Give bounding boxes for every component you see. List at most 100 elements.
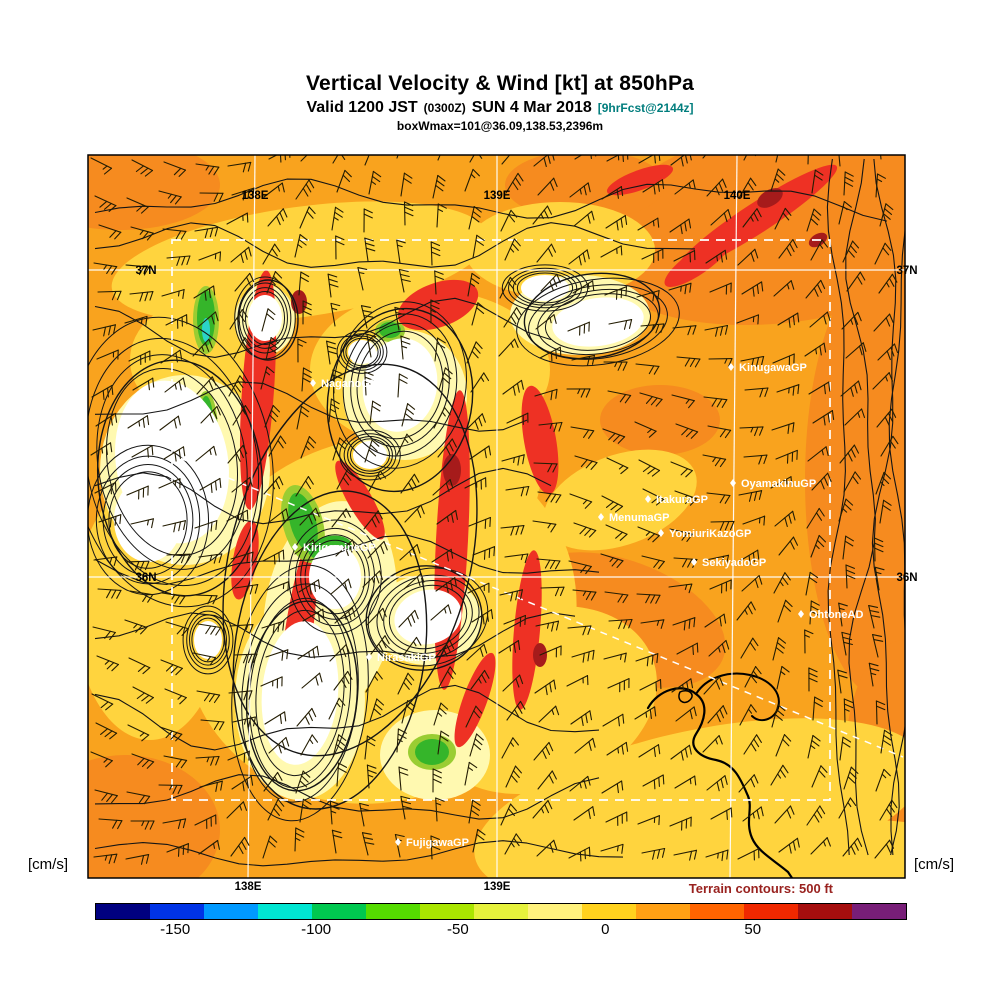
velocity-shading-region bbox=[521, 275, 569, 301]
colorbar-segment bbox=[150, 904, 204, 919]
station-diamond-icon bbox=[395, 838, 401, 846]
station-label: SekiyadoGP bbox=[702, 557, 766, 569]
colorbar-segment bbox=[528, 904, 582, 919]
colorbar-tick-label: -50 bbox=[447, 921, 469, 938]
colorbar-segment bbox=[690, 904, 744, 919]
colorbar-segment bbox=[582, 904, 636, 919]
velocity-shading-region bbox=[552, 297, 644, 347]
chart-title: Vertical Velocity & Wind [kt] at 850hPa bbox=[305, 72, 695, 95]
terrain-contour-line bbox=[94, 534, 600, 585]
terrain-contour-loop bbox=[232, 490, 428, 810]
station-diamond-icon bbox=[292, 543, 298, 551]
wmax-annotation: boxWmax=101@36.09,138.53,2396m bbox=[396, 119, 604, 133]
station-diamond-icon bbox=[598, 513, 604, 521]
velocity-shading-region bbox=[750, 820, 905, 878]
terrain-contour-ring bbox=[516, 277, 680, 367]
colorbar-segment bbox=[636, 904, 690, 919]
terrain-contour-ring bbox=[367, 567, 489, 667]
colorbar-segment bbox=[744, 904, 798, 919]
velocity-shading-region bbox=[88, 755, 220, 878]
terrain-contour-ring bbox=[544, 293, 652, 351]
terrain-contour-line bbox=[94, 774, 600, 820]
terrain-contour-line bbox=[94, 467, 552, 525]
terrain-contour-ring bbox=[102, 464, 194, 576]
lon-label-top: 140E bbox=[724, 190, 751, 202]
station-label: OhtoneAD bbox=[809, 609, 863, 621]
colorbar-segment bbox=[204, 904, 258, 919]
colorbar-segment bbox=[312, 904, 366, 919]
terrain-contour-ring bbox=[345, 337, 379, 367]
map-frame bbox=[87, 154, 906, 879]
colorbar-segment bbox=[798, 904, 852, 919]
terrain-contour-ring bbox=[244, 291, 286, 345]
terrain-contour-line bbox=[94, 178, 888, 222]
terrain-contour-ring bbox=[336, 330, 388, 374]
velocity-shading-region bbox=[415, 739, 449, 765]
valid-date-label: SUN 4 Mar 2018 bbox=[471, 99, 592, 116]
station-diamond-icon bbox=[798, 610, 804, 618]
terrain-contour-line bbox=[94, 684, 600, 751]
domain-dashed-line bbox=[179, 457, 904, 758]
station-label: KinugawaGP bbox=[739, 362, 807, 374]
longitude-grid-line bbox=[729, 155, 738, 878]
velocity-shading-region bbox=[664, 237, 732, 287]
terrain-contour-ring bbox=[231, 564, 369, 822]
colorbar-segment bbox=[420, 904, 474, 919]
terrain-contour-ring bbox=[347, 436, 393, 474]
station-label: FujigawaGP bbox=[406, 837, 469, 849]
colorbar-segment bbox=[474, 904, 528, 919]
lon-label-bottom: 138E bbox=[235, 881, 262, 893]
terrain-contour-ring bbox=[537, 289, 659, 355]
lon-label-top: 139E bbox=[484, 190, 511, 202]
valid-time-label: Valid 1200 JST bbox=[306, 99, 418, 116]
terrain-contour-ring bbox=[343, 335, 381, 369]
coastline bbox=[695, 672, 780, 722]
wind-barb-field bbox=[90, 155, 899, 865]
terrain-contour-ring bbox=[186, 610, 230, 670]
map-content bbox=[88, 155, 905, 878]
terrain-contour-ring bbox=[333, 301, 467, 469]
velocity-shading-region bbox=[454, 652, 496, 748]
terrain-contour-ring bbox=[516, 272, 574, 304]
units-label-left: [cm/s] bbox=[28, 856, 68, 873]
lat-label-right: 36N bbox=[896, 572, 917, 584]
terrain-contour-loop bbox=[222, 363, 478, 757]
terrain-contour-loop bbox=[96, 359, 264, 597]
colorbar-segment bbox=[852, 904, 906, 919]
terrain-contour-line bbox=[871, 158, 900, 856]
colorbar bbox=[95, 903, 907, 920]
velocity-shading-region bbox=[353, 441, 387, 469]
terrain-contour-line bbox=[826, 158, 850, 856]
terrain-contour-line bbox=[94, 297, 552, 358]
title-block: Vertical Velocity & Wind [kt] at 850hPa … bbox=[0, 72, 1000, 133]
colorbar-tick-label: -100 bbox=[301, 921, 332, 938]
terrain-contour-ring bbox=[234, 276, 296, 360]
colorbar-tick-label: 50 bbox=[744, 921, 762, 938]
lat-label-right: 37N bbox=[896, 265, 917, 277]
station-diamond-icon bbox=[645, 495, 651, 503]
station-diamond-icon bbox=[310, 379, 316, 387]
terrain-contour-ring bbox=[182, 605, 234, 675]
velocity-shading-region bbox=[394, 589, 462, 645]
terrain-contour-line bbox=[94, 381, 528, 432]
units-label-right: [cm/s] bbox=[914, 856, 954, 873]
lon-label-top: 138E bbox=[242, 190, 269, 202]
station-label: YomiuriKazoGP bbox=[669, 528, 751, 540]
terrain-contour-ring bbox=[339, 429, 401, 481]
terrain-contour-ring bbox=[255, 609, 345, 777]
velocity-shading-region bbox=[600, 385, 720, 455]
coastline bbox=[678, 689, 693, 704]
station-label: MenumaGP bbox=[609, 512, 670, 524]
terrain-contour-ring bbox=[349, 438, 391, 472]
velocity-shading-region bbox=[202, 318, 210, 342]
terrain-contour-loop bbox=[523, 272, 661, 360]
colorbar-segment bbox=[366, 904, 420, 919]
terrain-contour-ring bbox=[342, 313, 458, 457]
terrain-contour-line bbox=[888, 226, 905, 856]
terrain-contour-line bbox=[845, 158, 876, 856]
station-label: NirasakiGP bbox=[377, 652, 436, 664]
velocity-shading-region bbox=[757, 188, 783, 208]
terrain-contour-ring bbox=[343, 433, 397, 477]
map-labels: 138E 139E 140E 138E 139E 37N 36N 37N 36N NaganoGP… bbox=[135, 190, 917, 893]
